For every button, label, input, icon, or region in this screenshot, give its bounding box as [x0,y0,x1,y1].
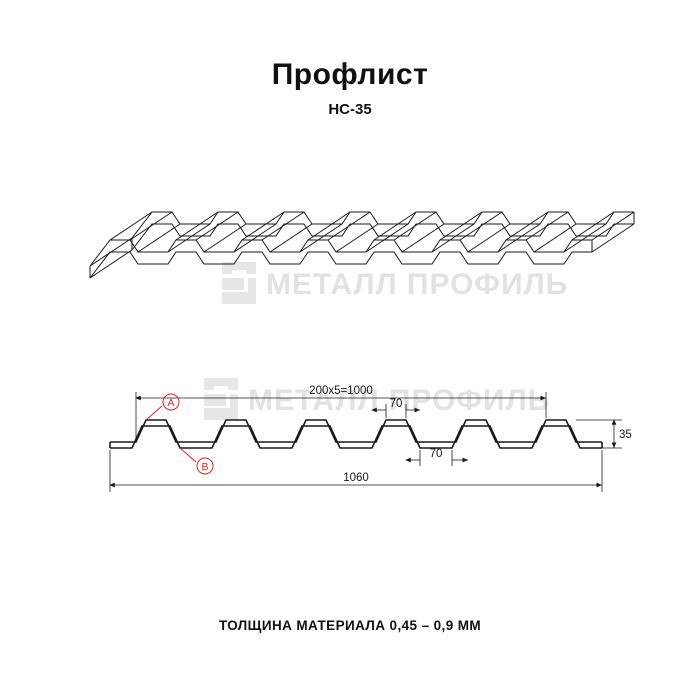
callout-b-label: B [201,461,208,473]
dim-total-width-label: 1060 [343,472,369,484]
dim-rib-bottom-label: 70 [430,448,443,460]
thickness-note: ТОЛЩИНА МАТЕРИАЛА 0,45 – 0,9 ММ [218,618,482,633]
dim-pitch-label: 200x5=1000 [309,385,373,397]
dim-height-label: 35 [619,429,632,441]
dim-rib-top-label: 70 [390,398,403,410]
model-label: НС-35 [328,101,372,118]
callout-a-label: A [167,397,174,409]
page-title: Профлист [271,58,429,91]
technical-section-view: 200x5=1000 70 70 [90,380,632,510]
isometric-view [60,180,640,320]
